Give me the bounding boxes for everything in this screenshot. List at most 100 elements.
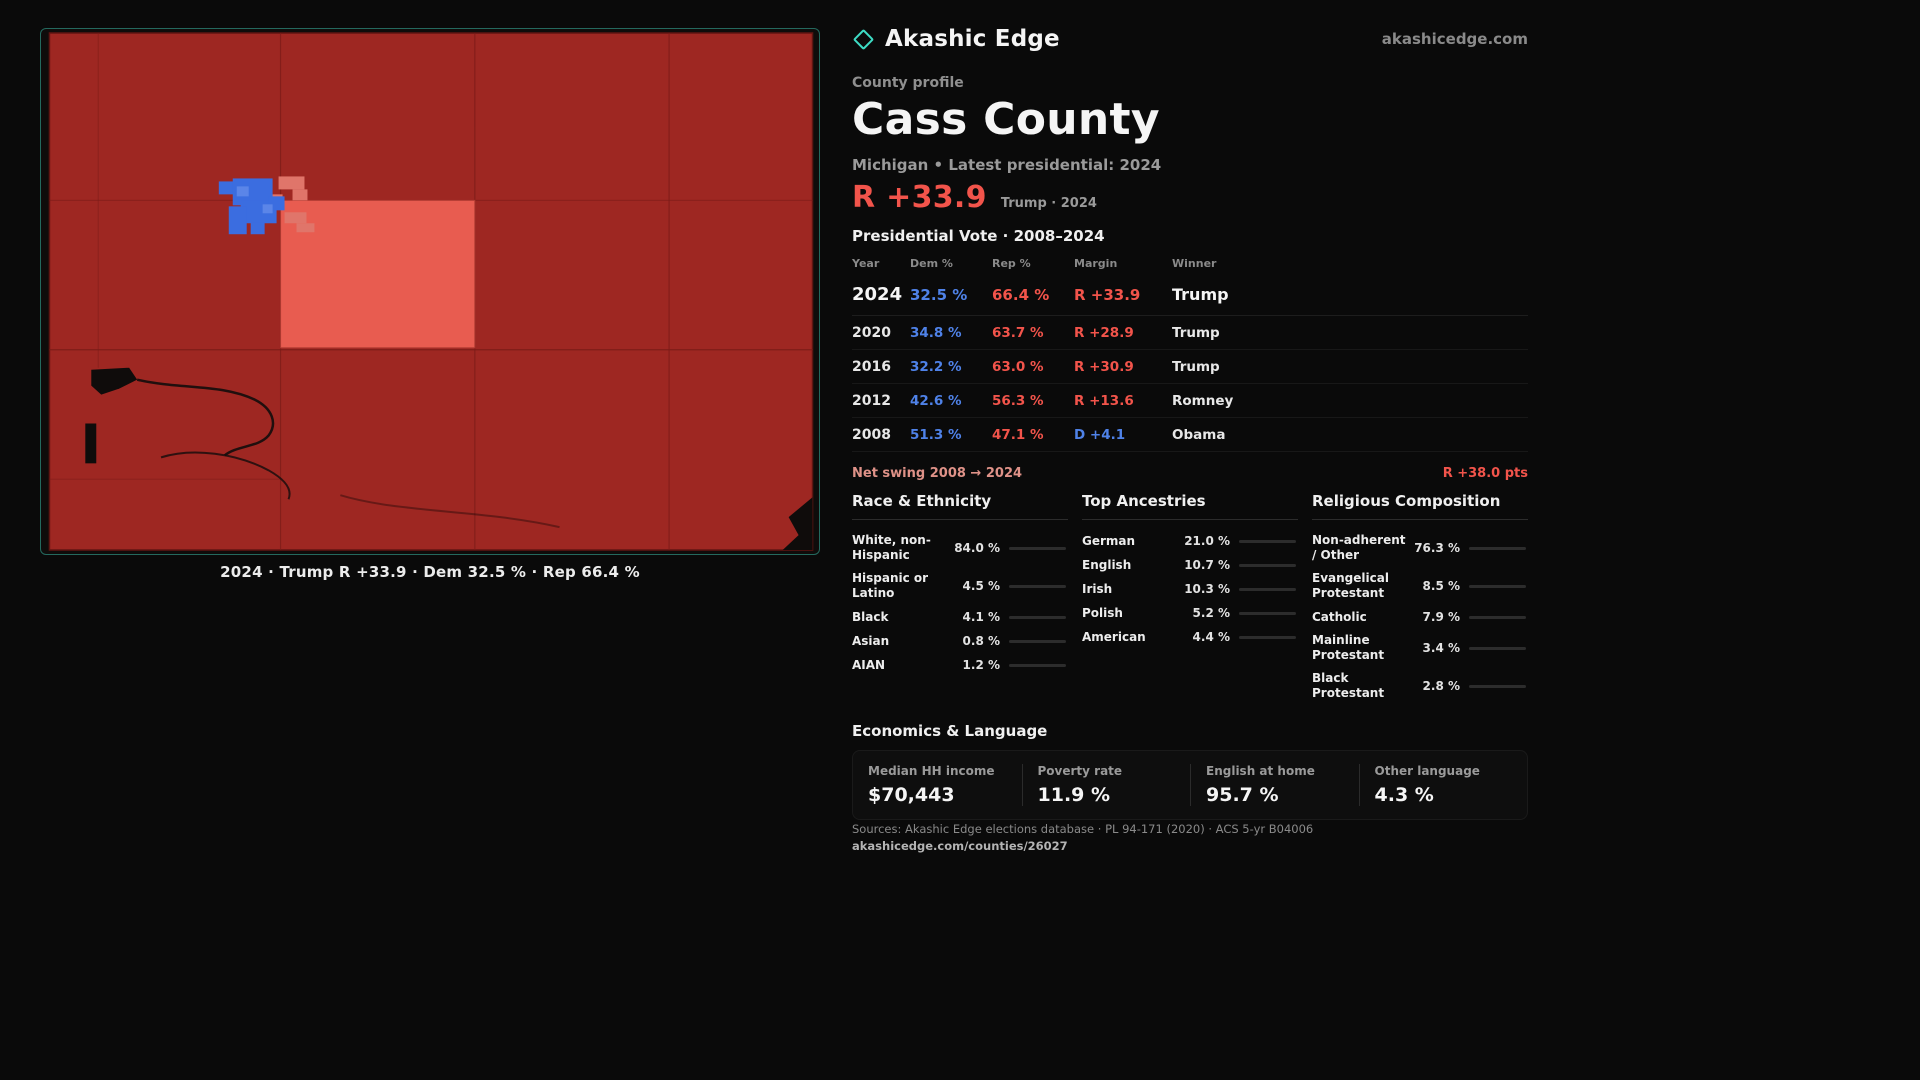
stat-label: Other language [1374,764,1480,778]
ancestries-title: Top Ancestries [1082,492,1298,520]
vote-table-header: Year Dem % Rep % Margin Winner [852,252,1528,274]
vote-row[interactable]: 2012 42.6 % 56.3 % R +13.6 Romney [852,384,1528,418]
col-dem: Dem % [910,256,953,270]
stat-label: Median HH income [868,764,995,778]
permalink[interactable]: akashicedge.com/counties/26027 [852,839,1068,853]
item-bar [1469,646,1526,650]
economics-stats-row: Median HH income $70,443 Poverty rate 11… [852,750,1528,820]
headline-context: Trump · 2024 [1000,196,1097,211]
vote-table-title: Presidential Vote · 2008–2024 [852,227,1105,245]
item-value: 10.7 % [1184,558,1230,572]
net-swing-value: R +38.0 pts [1442,466,1528,481]
stat-value: 4.3 % [1374,784,1434,806]
list-item: Non-adherent / Other 76.3 % [1312,529,1528,567]
item-bar [1469,584,1526,588]
net-swing-row: Net swing 2008 → 2024 R +38.0 pts [852,466,1528,481]
item-bar [1469,684,1526,688]
item-value: 1.2 % [962,658,1000,672]
stat-cell: Poverty rate 11.9 % [1021,764,1191,806]
item-value: 10.3 % [1184,582,1230,596]
net-swing-label: Net swing 2008 → 2024 [852,466,1023,481]
cell-margin: R +30.9 [1074,358,1134,375]
item-value: 7.9 % [1422,610,1460,624]
vote-row[interactable]: 2008 51.3 % 47.1 % D +4.1 Obama [852,418,1528,452]
cell-margin: R +13.6 [1074,392,1134,409]
item-bar [1239,563,1296,567]
item-label: AIAN [852,657,886,672]
religion-column: Religious Composition Non-adherent / Oth… [1312,492,1528,705]
item-value: 4.5 % [962,579,1000,593]
item-bar [1009,663,1066,667]
item-value: 21.0 % [1184,534,1230,548]
item-bar [1239,635,1296,639]
item-label: Asian [852,633,890,648]
cell-winner: Romney [1172,392,1234,409]
item-label: Irish [1082,581,1113,596]
item-bar [1009,546,1066,550]
stat-cell: Other language 4.3 % [1358,764,1528,806]
page-title: Cass County [852,94,1160,145]
list-item: Catholic 7.9 % [1312,605,1528,629]
stat-value: 95.7 % [1206,784,1279,806]
brand-row: Akashic Edge akashicedge.com [852,26,1528,52]
cell-dem: 32.2 % [910,358,962,375]
demographics-section: Race & Ethnicity White, non-Hispanic 84.… [852,492,1528,705]
cell-rep: 56.3 % [992,392,1044,409]
item-bar [1469,615,1526,619]
item-label: American [1082,629,1146,644]
item-label: Hispanic or Latino [852,571,929,600]
list-item: German 21.0 % [1082,529,1298,553]
item-value: 5.2 % [1192,606,1230,620]
list-item: Black Protestant 2.8 % [1312,667,1528,705]
cell-year: 2012 [852,392,891,409]
cell-margin: R +33.9 [1074,285,1141,304]
item-bar [1239,611,1296,615]
race-ethnicity-column: Race & Ethnicity White, non-Hispanic 84.… [852,492,1068,705]
list-item: Asian 0.8 % [852,629,1068,653]
list-item: AIAN 1.2 % [852,653,1068,677]
cell-winner: Trump [1172,358,1220,375]
vote-row[interactable]: 2024 32.5 % 66.4 % R +33.9 Trump [852,274,1528,316]
cell-winner: Trump [1172,324,1220,341]
cell-margin: R +28.9 [1074,324,1134,341]
stat-label: English at home [1206,764,1315,778]
vote-row[interactable]: 2020 34.8 % 63.7 % R +28.9 Trump [852,316,1528,350]
col-margin: Margin [1074,256,1118,270]
cell-dem: 32.5 % [910,285,968,304]
item-label: Black Protestant [1312,671,1385,700]
sources-line: Sources: Akashic Edge elections database… [852,822,1314,836]
cell-year: 2024 [852,284,903,305]
item-bar [1239,539,1296,543]
cell-year: 2020 [852,324,891,341]
cell-winner: Trump [1172,285,1229,304]
list-item: White, non-Hispanic 84.0 % [852,529,1068,567]
cell-year: 2016 [852,358,891,375]
religion-title: Religious Composition [1312,492,1528,520]
col-rep: Rep % [992,256,1031,270]
vote-row[interactable]: 2016 32.2 % 63.0 % R +30.9 Trump [852,350,1528,384]
col-year: Year [852,256,880,270]
list-item: Hispanic or Latino 4.5 % [852,567,1068,605]
brand-diamond-icon [852,28,875,50]
item-label: White, non-Hispanic [852,533,931,562]
cell-margin: D +4.1 [1074,426,1126,443]
list-item: English 10.7 % [1082,553,1298,577]
county-map-panel[interactable] [40,28,820,555]
stat-value: 11.9 % [1037,784,1111,806]
stat-value: $70,443 [868,784,955,806]
item-bar [1239,587,1296,591]
cell-dem: 42.6 % [910,392,962,409]
brand-domain-link[interactable]: akashicedge.com [1381,30,1528,48]
map-caption: 2024 · Trump R +33.9 · Dem 32.5 % · Rep … [220,563,640,581]
item-label: Black [852,609,889,624]
list-item: Black 4.1 % [852,605,1068,629]
right-edge-notch [782,497,813,551]
item-label: German [1082,533,1136,548]
cell-dem: 34.8 % [910,324,962,341]
list-item: American 4.4 % [1082,625,1298,649]
item-value: 3.4 % [1422,641,1460,655]
item-bar [1009,639,1066,643]
vote-table: Year Dem % Rep % Margin Winner 2024 32.5… [852,252,1528,452]
item-value: 8.5 % [1422,579,1460,593]
